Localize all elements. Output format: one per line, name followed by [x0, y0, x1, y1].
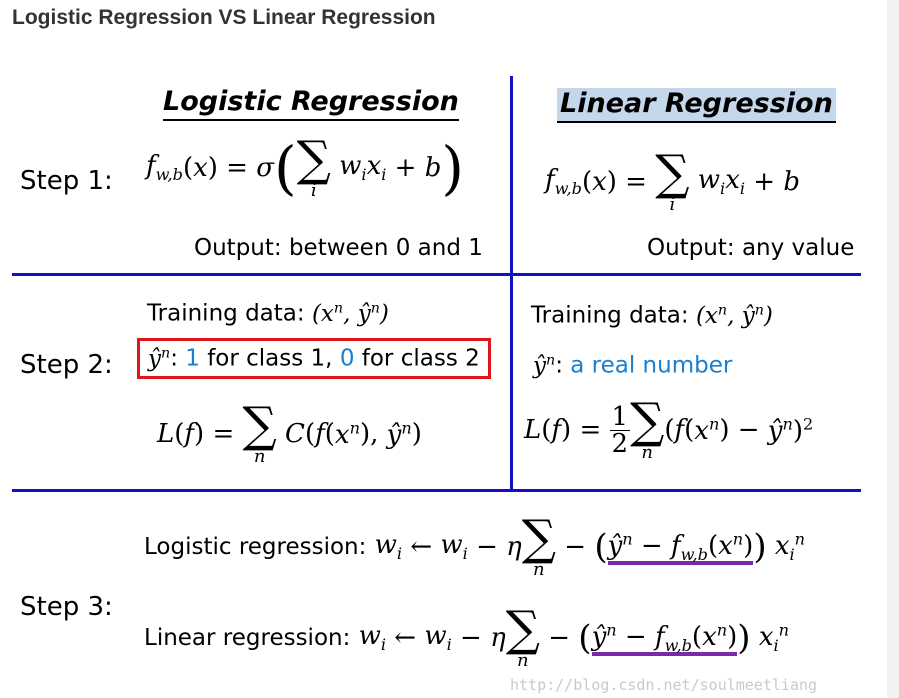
step1-label: Step 1:	[20, 166, 113, 196]
column-divider	[510, 76, 513, 490]
logistic-column-title: Logistic Regression	[163, 86, 459, 121]
logistic-gradient-term: ŷn − fw,b(xn)	[607, 529, 754, 566]
logistic-loss-formula: L(f) = ∑ n C(f(xn), ŷn)	[157, 397, 422, 467]
scrollbar[interactable]	[887, 0, 899, 698]
row-divider-1	[12, 273, 861, 276]
class1-text: for class 1,	[199, 345, 340, 372]
logistic-training-data: Training data: (xn, ŷn)	[147, 300, 389, 327]
linear-target: ŷn: a real number	[533, 352, 733, 379]
page-title: Logistic Regression VS Linear Regression	[12, 6, 436, 29]
logistic-output-note: Output: between 0 and 1	[194, 235, 483, 261]
real-number-text: a real number	[570, 352, 733, 379]
logistic-model-formula: fw,b(x) = σ(∑ i wixi + b)	[146, 131, 465, 202]
step3-label: Step 3:	[20, 592, 113, 622]
logistic-target-box: ŷn: 1 for class 1, 0 for class 2	[137, 338, 491, 379]
watermark: http://blog.csdn.net/soulmeetliang	[510, 676, 818, 694]
row-divider-2	[12, 489, 861, 492]
linear-update-rule: Linear regression: wi ← wi − η ∑ n − (ŷn −…	[144, 601, 790, 671]
step2-label: Step 2:	[20, 350, 113, 380]
linear-column-title: Linear Regression	[557, 88, 836, 123]
logistic-update-rule: Logistic regression: wi ← wi − η ∑ n − (ŷn…	[144, 510, 806, 580]
linear-training-data: Training data: (xn, ŷn)	[531, 302, 773, 329]
linear-gradient-term: ŷn − fw,b(xn)	[591, 620, 738, 657]
logistic-update-label: Logistic regression:	[144, 534, 367, 560]
training-data-label: Training data:	[147, 300, 305, 327]
linear-output-note: Output: any value	[647, 235, 855, 261]
class1-value: 1	[185, 345, 200, 372]
training-data-label: Training data:	[531, 302, 689, 329]
linear-update-label: Linear regression:	[144, 625, 351, 651]
linear-model-formula: fw,b(x) = ∑ i wixi + b	[545, 145, 800, 215]
class2-text: for class 2	[354, 345, 480, 372]
linear-loss-formula: L(f) = 1 2 ∑ n (f(xn) − ŷn)2	[524, 393, 814, 463]
class2-value: 0	[339, 345, 355, 372]
